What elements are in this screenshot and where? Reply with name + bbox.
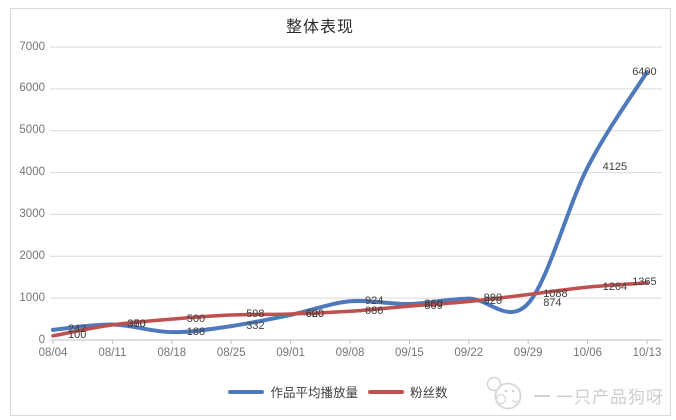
y-tick-label-4000: 4000: [19, 166, 45, 179]
y-tick-label-7000: 7000: [19, 40, 45, 53]
y-tick-label-3000: 3000: [19, 207, 45, 220]
data-label-fans-10/06: 1264: [602, 280, 628, 293]
data-label-fans-09/01: 620: [305, 307, 324, 320]
legend: 作品平均播放量 粉丝数: [0, 382, 676, 401]
data-label-play-08/04: 242: [68, 323, 87, 336]
data-label-fans-09/29: 1088: [543, 287, 568, 300]
series-line-play-count: [51, 70, 649, 335]
y-tick-label-0: 0: [38, 333, 45, 346]
data-label-fans-08/18: 500: [186, 312, 206, 325]
legend-label-fans: 粉丝数: [410, 386, 448, 400]
x-tick-label-09/15: 09/15: [395, 347, 424, 359]
y-tick-label-1000: 1000: [19, 291, 45, 304]
data-label-play-08/18: 188: [186, 325, 206, 338]
chart-title: 整体表现: [285, 19, 354, 36]
data-label-play-09/15: 860: [424, 297, 443, 310]
data-label-fans-09/15: 809: [424, 299, 443, 312]
legend-marker-red-line: [368, 389, 404, 394]
x-tick-label-08/04: 08/04: [38, 347, 68, 359]
data-label-play-08/25: 332: [246, 319, 265, 332]
data-label-fans-08/11: 360: [127, 318, 146, 331]
watermark-text: 一只产品狗呀: [556, 388, 664, 407]
y-tick-label-6000: 6000: [19, 82, 45, 95]
data-label-play-10/06: 4125: [602, 160, 628, 173]
x-tick-label-08/18: 08/18: [157, 347, 187, 359]
chart-frame: [10, 8, 671, 416]
data-label-play-10/13: 6400: [632, 65, 657, 78]
series-line-fans: [51, 281, 649, 338]
data-label-fans-09/22: 920: [483, 294, 503, 307]
y-tick-label-5000: 5000: [19, 124, 45, 137]
watermark-dash: —: [534, 386, 550, 404]
legend-label-play-count: 作品平均播放量: [270, 386, 358, 400]
x-tick-label-09/22: 09/22: [454, 347, 484, 359]
x-tick-label-09/08: 09/08: [335, 347, 365, 359]
data-label-fans-10/13: 1365: [632, 276, 657, 289]
data-label-play-09/22: 990: [483, 292, 503, 305]
x-tick-label-08/11: 08/11: [98, 347, 127, 359]
data-label-fans-08/25: 598: [246, 308, 265, 321]
data-label-fans-09/08: 686: [365, 304, 384, 317]
data-label-fans-08/04: 100: [68, 329, 87, 342]
watermark: — 一只产品狗呀: [482, 374, 664, 417]
data-label-play-09/08: 924: [365, 294, 384, 307]
x-tick-label-10/13: 10/13: [632, 347, 662, 359]
x-tick-label-09/01: 09/01: [276, 347, 305, 359]
legend-item-fans: 粉丝数: [368, 382, 448, 401]
legend-item-play-count: 作品平均播放量: [228, 382, 358, 401]
data-label-play-09/29: 874: [543, 296, 562, 309]
legend-marker-blue-line: [228, 389, 265, 394]
y-tick-label-2000: 2000: [19, 249, 45, 262]
x-tick-label-09/29: 09/29: [513, 347, 543, 359]
x-tick-label-10/06: 10/06: [573, 347, 602, 359]
data-label-play-09/01: 600: [305, 308, 324, 321]
dog-doodle-icon: [482, 374, 528, 417]
data-label-play-08/11: 370: [127, 318, 146, 330]
x-tick-label-08/25: 08/25: [216, 347, 246, 359]
